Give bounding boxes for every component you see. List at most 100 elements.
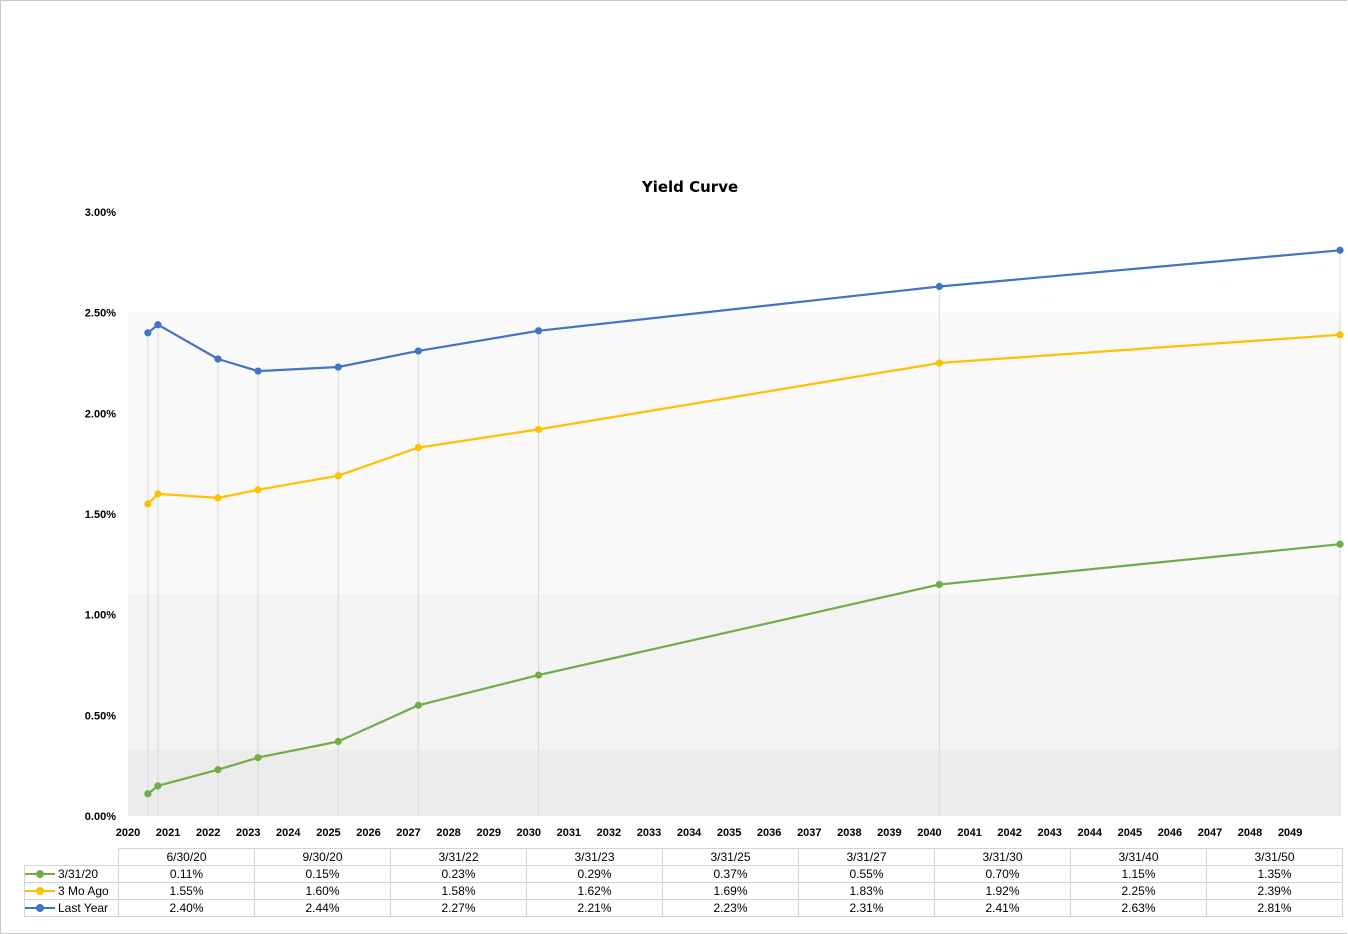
data-point [414,443,422,452]
table-cell: 2.44% [254,899,391,917]
table-row: 3 Mo Ago 1.55% 1.60% 1.58% 1.62% 1.69% 1.83% 1.… [24,882,1343,900]
table-cell: 1.83% [798,882,935,900]
x-tick-label: 2038 [837,827,861,839]
x-tick-label: 2027 [396,827,420,839]
table-row: Last Year 2.40% 2.44% 2.27% 2.21% 2.23% 2.31% 2… [24,899,1343,917]
table-column-header: 9/30/20 [254,848,391,866]
x-tick-label: 2031 [557,827,581,839]
x-tick-label: 2041 [957,827,981,839]
data-point [935,359,943,367]
table-column-header: 3/31/27 [798,848,935,866]
series-points [144,246,1344,798]
table-cell: 1.62% [526,882,663,900]
data-point [154,490,162,498]
legend-key-icon [25,886,55,896]
y-tick-label: 2.50% [85,308,116,320]
table-corner [24,848,119,866]
data-point [144,329,152,337]
data-point [935,580,943,589]
x-tick-label: 2026 [356,827,380,839]
table-cell: 2.63% [1070,899,1207,917]
data-point [144,500,152,508]
y-tick-label: 3.00% [85,207,116,219]
legend-label: 3 Mo Ago [58,883,109,898]
x-tick-label: 2036 [757,827,781,839]
yield-curve-chart: Yield Curve 0.00% 0.50% 1.00% 1.50% 2.00% 2.5… [85,178,1344,839]
chart-title: Yield Curve [641,178,738,196]
x-tick-label: 2033 [637,827,661,839]
data-table-header: 6/30/20 9/30/20 3/31/22 3/31/23 3/31/25 3/31/… [24,848,1343,866]
table-cell: 0.70% [934,865,1071,883]
table-cell: 0.29% [526,865,663,883]
x-tick-label: 2047 [1198,827,1222,839]
data-point [214,494,222,502]
legend-entry: 3/31/20 [24,865,119,883]
data-point [414,347,422,355]
legend-key-icon [25,903,55,913]
x-tick-label: 2029 [476,827,500,839]
table-cell: 2.81% [1206,899,1343,917]
table-cell: 0.11% [118,865,255,883]
legend-entry: Last Year [24,899,119,917]
data-point [214,355,222,363]
x-tick-label: 2049 [1278,827,1302,839]
x-tick-label: 2020 [116,827,140,839]
table-cell: 2.41% [934,899,1071,917]
table-column-header: 6/30/20 [118,848,255,866]
table-column-header: 3/31/30 [934,848,1071,866]
x-tick-label: 2023 [236,827,260,839]
background-band [128,312,1340,595]
legend-entry: 3 Mo Ago [24,882,119,900]
x-tick-label: 2039 [877,827,901,839]
data-point [254,754,262,762]
table-cell: 0.23% [390,865,527,883]
background-bands [128,312,1340,816]
y-tick-label: 0.00% [85,811,116,823]
data-point [1336,540,1344,548]
data-point [334,363,342,371]
table-cell: 1.35% [1206,865,1343,883]
data-point [1336,246,1344,254]
x-tick-label: 2030 [517,827,541,839]
table-column-header: 3/31/40 [1070,848,1207,866]
table-cell: 2.31% [798,899,935,917]
x-tick-label: 2044 [1078,827,1103,839]
table-cell: 1.69% [662,882,799,900]
x-tick-label: 2043 [1037,827,1061,839]
data-point [534,671,543,679]
data-point [935,282,943,291]
table-cell: 0.37% [662,865,799,883]
table-cell: 1.60% [254,882,391,900]
data-point [334,472,342,480]
x-tick-label: 2034 [677,827,702,839]
x-axis-ticks: 2020 2021 2022 2023 2024 2025 2026 2027 2028 2029… [116,827,1303,839]
table-cell: 2.27% [390,899,527,917]
data-point [144,790,152,798]
table-cell: 2.25% [1070,882,1207,900]
table-column-header: 3/31/50 [1206,848,1343,866]
data-point [414,701,422,709]
data-point [534,425,543,434]
y-tick-label: 1.00% [85,610,116,622]
legend-label: 3/31/20 [58,866,99,881]
table-cell: 2.23% [662,899,799,917]
legend-key-icon [25,869,55,879]
x-tick-label: 2024 [276,827,301,839]
data-point [254,486,262,494]
table-cell: 0.15% [254,865,391,883]
data-point [154,321,162,329]
x-tick-label: 2048 [1238,827,1262,839]
y-tick-label: 0.50% [85,710,116,722]
x-tick-label: 2042 [997,827,1021,839]
x-tick-label: 2035 [717,827,741,839]
legend-label: Last Year [58,900,109,915]
data-point [534,327,543,335]
table-cell: 2.39% [1206,882,1343,900]
table-cell: 1.58% [390,882,527,900]
table-cell: 1.15% [1070,865,1207,883]
data-point [154,782,162,790]
data-point [214,766,222,774]
data-point [334,737,342,746]
table-cell: 1.55% [118,882,255,900]
table-column-header: 3/31/25 [662,848,799,866]
